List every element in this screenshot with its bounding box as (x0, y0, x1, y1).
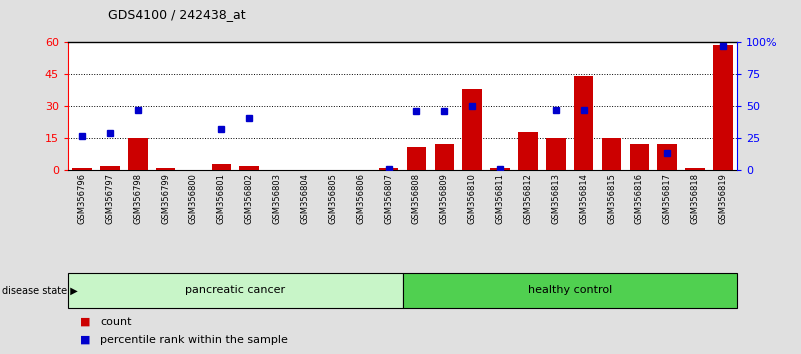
Bar (379, 168, 398, 170)
Bar (658, 144, 677, 170)
Bar (100, 166, 119, 170)
Text: percentile rank within the sample: percentile rank within the sample (100, 335, 288, 345)
Bar (156, 168, 175, 170)
Text: GDS4100 / 242438_at: GDS4100 / 242438_at (108, 8, 246, 21)
Bar (72, 168, 92, 170)
Text: ■: ■ (80, 317, 91, 327)
Bar (128, 138, 147, 170)
Bar (602, 138, 622, 170)
Bar (435, 144, 454, 170)
Bar (518, 132, 537, 170)
Bar (713, 45, 733, 170)
Bar (574, 76, 594, 170)
Bar (546, 138, 566, 170)
Bar (630, 144, 649, 170)
Text: count: count (100, 317, 131, 327)
Text: pancreatic cancer: pancreatic cancer (185, 285, 285, 295)
Bar (403, 273, 737, 308)
Bar (211, 164, 231, 170)
Bar (686, 168, 705, 170)
Bar (490, 168, 509, 170)
Text: ■: ■ (80, 335, 91, 345)
Text: disease state ▶: disease state ▶ (2, 285, 78, 295)
Bar (407, 147, 426, 170)
Bar (239, 166, 259, 170)
Text: healthy control: healthy control (528, 285, 612, 295)
Bar (462, 89, 482, 170)
Bar (68, 273, 403, 308)
